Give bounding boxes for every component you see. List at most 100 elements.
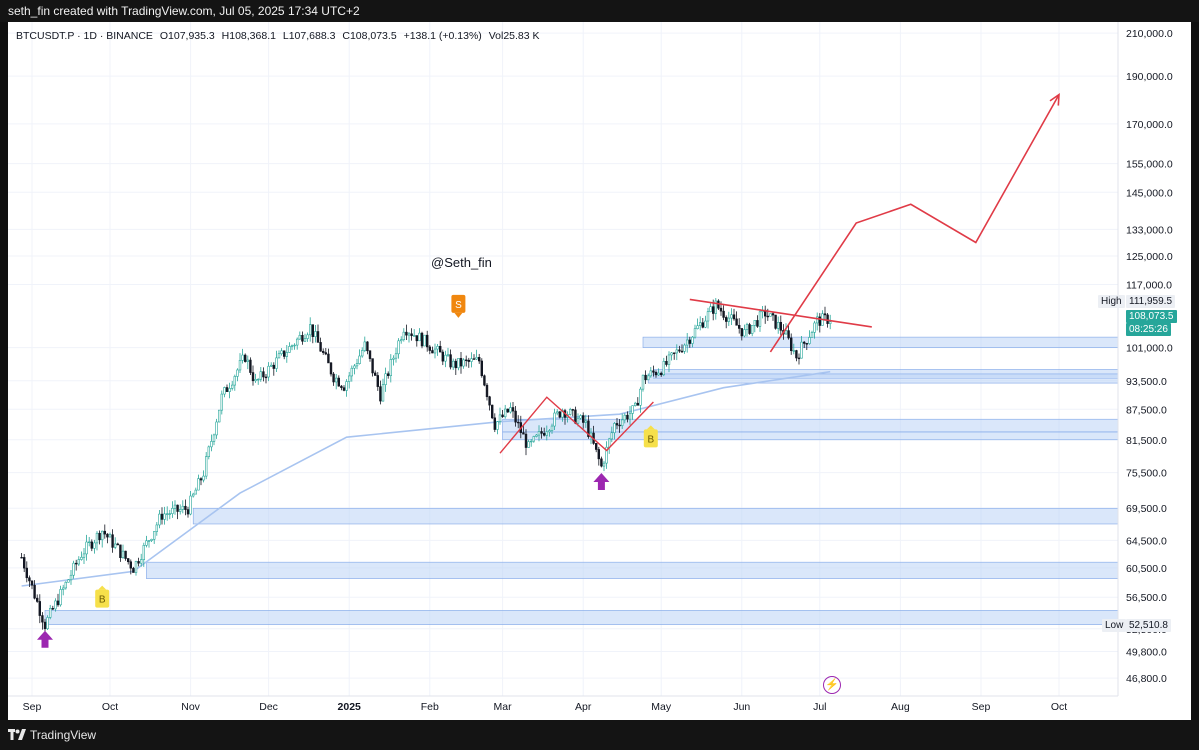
y-tick-label: 155,000.0 [1126,159,1173,171]
high-value-tag: 111,959.5 [1126,295,1176,308]
candle-body [711,306,715,314]
candle-body [418,332,421,342]
candle-body [301,335,304,342]
candle-body [665,361,668,365]
x-tick-label: Jul [813,701,826,713]
candle-body [267,365,270,378]
candle-body [631,405,634,414]
price-chart[interactable]: B S B 210,000.0 190,000.0 170,000.0 155,000.0… [8,22,1191,720]
candle-body [745,324,749,330]
candle-body [472,358,476,360]
candle-body [72,562,75,576]
x-tick-label: Sep [972,701,991,713]
candle-body [358,355,361,364]
x-tick-label: Oct [1051,701,1067,713]
legend-close: C108,073.5 [342,30,397,42]
candle-body [454,360,457,369]
candle-body [633,402,637,406]
buy-signal-badge: B [643,425,658,448]
candle-body [800,341,803,359]
candle-body [402,331,405,341]
candle-body [540,431,543,434]
y-tick-label: 81,500.0 [1126,435,1167,447]
candle-body [602,462,606,467]
candle-body [485,384,489,398]
candle-body [142,545,145,560]
candle-body [293,344,296,347]
y-tick-label: 87,500.0 [1126,404,1167,416]
candle-body [269,364,273,367]
candle-body [231,384,234,389]
candle-body [181,505,184,510]
candle-body [173,504,177,509]
candle-body [787,330,790,339]
candle-body [771,313,775,316]
candle-body [93,542,96,549]
candle-body [199,478,203,481]
author-watermark: @Seth_fin [431,255,492,270]
candle-body [641,374,645,390]
candle-body [436,345,439,350]
candle-body [124,550,127,559]
candle-body [405,331,408,336]
candle-body [769,313,772,317]
candle-body [683,344,686,352]
candle-body [524,433,528,448]
lightning-icon[interactable]: ⚡ [823,676,841,694]
tradingview-logo[interactable]: TradingView [8,728,96,742]
candle-body [376,375,379,387]
candle-body [20,557,23,559]
candle-body [548,430,551,433]
candle-body [477,357,481,362]
candle-body [184,505,187,510]
candle-body [189,495,192,515]
chart-frame[interactable]: B S B 210,000.0 190,000.0 170,000.0 155,000.0… [8,22,1191,720]
candle-body [389,359,392,376]
support-zone [502,431,1119,441]
candle-body [163,513,166,520]
candle-body [810,332,814,338]
candle-body [33,584,36,599]
candle-body [350,367,353,377]
y-tick-label: 210,000.0 [1126,28,1173,40]
candle-body [28,577,31,582]
candle-body [815,316,819,324]
candle-body [779,322,783,331]
legend-symbol[interactable]: BTCUSDT.P · 1D · BINANCE [16,30,153,42]
candle-body [277,353,281,359]
candle-body [56,600,60,606]
candle-body [748,324,751,334]
legend-open: O107,935.3 [159,30,215,42]
candle-body [431,350,434,354]
candle-body [498,414,502,422]
candle-body [150,538,153,541]
candle-body [186,509,190,515]
candle-body [581,415,585,423]
candle-body [576,417,580,424]
candle-body [766,315,770,318]
support-zone [642,336,1119,348]
candle-body [119,544,122,558]
legend-high: H108,368.1 [221,30,276,42]
candle-body [329,362,333,375]
candle-body [433,348,437,354]
candle-body [160,513,164,520]
candle-body [545,431,549,436]
candle-body [205,456,208,477]
candle-body [272,364,275,369]
candle-body [257,378,260,381]
candle-body [114,543,117,548]
candle-body [514,410,517,423]
candle-body [826,314,829,324]
candle-body [262,371,265,378]
signal-badge-label: B [647,434,654,445]
candle-body [355,363,359,367]
candle-body [555,411,559,414]
candle-body [38,601,41,616]
candle-body [636,402,640,406]
legend-low: L107,688.3 [282,30,336,42]
candle-body [649,370,653,377]
candle-body [218,409,221,423]
candle-body [215,421,218,436]
candle-body [610,432,614,440]
